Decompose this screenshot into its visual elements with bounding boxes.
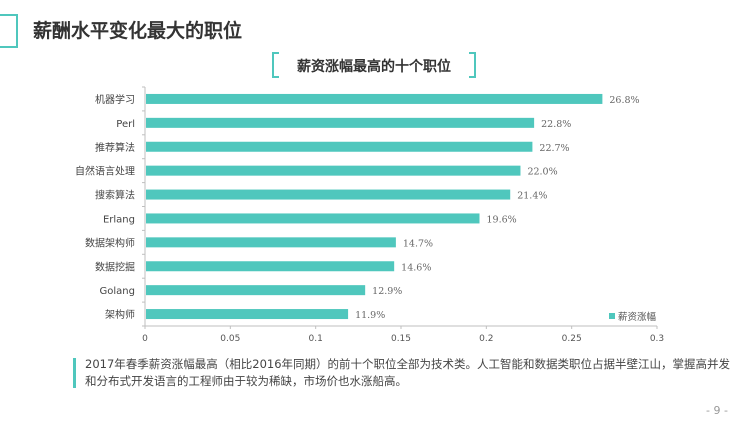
data-label: 22.8% [541, 119, 571, 130]
bar-chart: 0 0.05 0.1 0.15 0.2 0.25 0.3 机器学习 26.8% Perl 22.8%… [75, 86, 664, 344]
bar [146, 93, 603, 104]
right-bracket [469, 52, 476, 78]
page-title: 薪酬水平变化最大的职位 [33, 20, 243, 42]
legend-label: 薪资涨幅 [618, 311, 657, 323]
caption-text: 2017年春季薪资涨幅最高（相比2016年同期）的前十个职位全部为技术类。人工智… [85, 357, 731, 388]
title-accent-box [0, 14, 18, 48]
chart-title-frame: 薪资涨幅最高的十个职位 [272, 52, 476, 78]
x-tick-label: 0.15 [391, 334, 411, 344]
data-label: 26.8% [609, 95, 639, 106]
bar [146, 285, 366, 296]
data-label: 14.6% [401, 262, 431, 273]
data-label: 22.7% [539, 143, 569, 154]
bar [146, 309, 349, 320]
category-label: 数据架构师 [85, 236, 135, 249]
x-tick-label: 0.25 [562, 334, 582, 344]
left-bracket [272, 52, 279, 78]
category-label: 自然语言处理 [75, 165, 135, 178]
category-label: Perl [116, 119, 135, 130]
category-label: 搜索算法 [95, 189, 135, 202]
bar [146, 237, 396, 248]
category-label: 推荐算法 [95, 141, 135, 154]
category-label: Erlang [103, 214, 135, 225]
x-tick-label: 0.2 [479, 334, 493, 344]
category-label: 架构师 [105, 308, 135, 321]
x-tick-label: 0.1 [309, 334, 323, 344]
x-tick-label: 0.05 [220, 334, 240, 344]
bar [146, 117, 535, 128]
data-label: 12.9% [372, 286, 402, 297]
bar [146, 165, 521, 176]
caption-accent-bar [73, 358, 76, 388]
bar [146, 213, 480, 224]
category-label: 机器学习 [95, 93, 135, 106]
data-label: 22.0% [527, 167, 557, 178]
bar [146, 141, 533, 152]
category-label: 数据挖掘 [95, 260, 135, 273]
bar [146, 189, 511, 200]
data-label: 21.4% [517, 191, 547, 202]
data-label: 19.6% [487, 214, 517, 225]
bar [146, 261, 395, 272]
x-tick-label: 0.3 [650, 334, 664, 344]
category-label: Golang [100, 286, 135, 297]
legend-swatch [609, 313, 615, 319]
data-label: 11.9% [355, 310, 385, 321]
chart-title: 薪资涨幅最高的十个职位 [297, 59, 451, 75]
data-label: 14.7% [403, 238, 433, 249]
x-tick-label: 0 [142, 334, 148, 344]
page-number: - 9 - [706, 404, 728, 417]
